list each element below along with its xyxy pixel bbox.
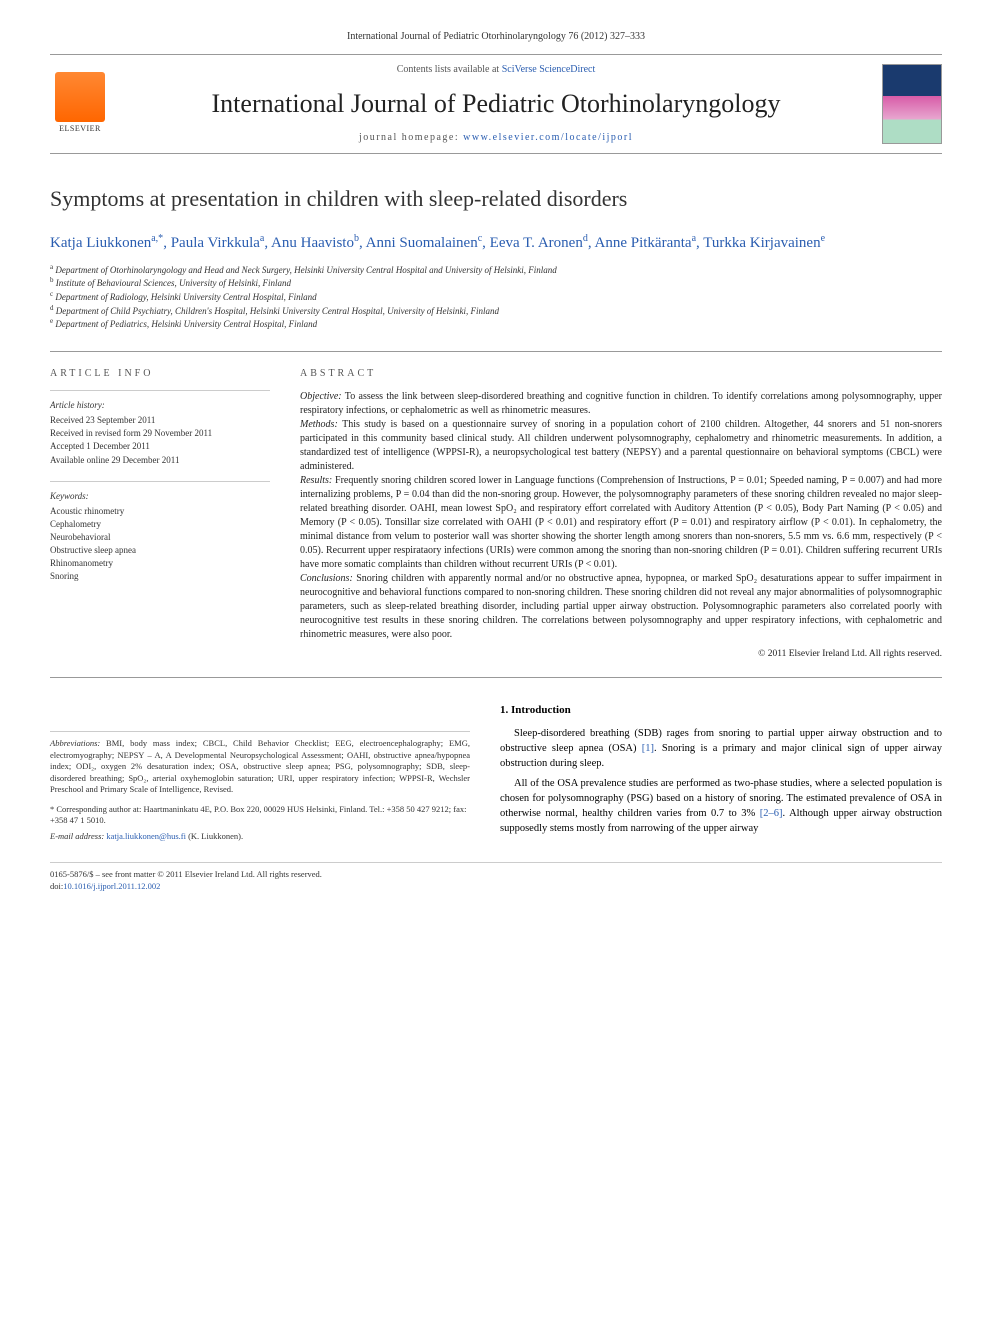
affiliation-line: a Department of Otorhinolaryngology and …: [50, 263, 942, 277]
intro-para-1: Sleep-disordered breathing (SDB) rages f…: [500, 727, 942, 771]
abstract-conclusions: Conclusions: Snoring children with appar…: [300, 572, 942, 642]
homepage-line: journal homepage: www.elsevier.com/locat…: [125, 131, 867, 145]
author-affil-sup: a,*: [151, 233, 163, 244]
author-link[interactable]: , Turkka Kirjavainen: [696, 235, 821, 251]
intro-heading: 1. Introduction: [500, 703, 942, 718]
article-info-label: ARTICLE INFO: [50, 367, 270, 381]
article-title: Symptoms at presentation in children wit…: [50, 184, 942, 214]
affiliations: a Department of Otorhinolaryngology and …: [50, 263, 942, 331]
journal-homepage-link[interactable]: www.elsevier.com/locate/ijporl: [463, 132, 633, 143]
history-title: Article history:: [50, 399, 270, 411]
conclusions-label: Conclusions:: [300, 573, 353, 584]
abbrev-label: Abbreviations:: [50, 738, 100, 748]
author-link[interactable]: , Anne Pitkäranta: [588, 235, 692, 251]
sciencedirect-link[interactable]: SciVerse ScienceDirect: [502, 64, 596, 75]
keyword: Acoustic rhinometry: [50, 505, 270, 518]
author-link[interactable]: , Anu Haavisto: [264, 235, 354, 251]
abstract-label: ABSTRACT: [300, 367, 942, 381]
methods-text: This study is based on a questionnaire s…: [300, 419, 942, 472]
history-line: Received 23 September 2011: [50, 414, 270, 427]
doi-link[interactable]: 10.1016/j.ijporl.2011.12.002: [63, 881, 160, 891]
affiliation-line: b Institute of Behavioural Sciences, Uni…: [50, 276, 942, 290]
journal-header: ELSEVIER Contents lists available at Sci…: [50, 54, 942, 154]
elsevier-tree-icon: [55, 72, 105, 122]
methods-label: Methods:: [300, 419, 338, 430]
intro-column: 1. Introduction Sleep-disordered breathi…: [500, 703, 942, 843]
info-abstract-row: ARTICLE INFO Article history: Received 2…: [50, 351, 942, 678]
email-block: E-mail address: katja.liukkonen@hus.fi (…: [50, 831, 470, 842]
affiliation-line: d Department of Child Psychiatry, Childr…: [50, 304, 942, 318]
corresponding-author: * Corresponding author at: Haartmaninkat…: [50, 804, 470, 827]
contents-line: Contents lists available at SciVerse Sci…: [125, 63, 867, 77]
keywords-block: Keywords: Acoustic rhinometryCephalometr…: [50, 481, 270, 583]
intro-para-2: All of the OSA prevalence studies are pe…: [500, 777, 942, 836]
elsevier-label: ELSEVIER: [59, 124, 101, 135]
keywords-title: Keywords:: [50, 490, 270, 502]
keyword: Rhinomanometry: [50, 557, 270, 570]
author-link[interactable]: , Anni Suomalainen: [359, 235, 478, 251]
abstract: ABSTRACT Objective: To assess the link b…: [300, 367, 942, 662]
email-link[interactable]: katja.liukkonen@hus.fi: [106, 831, 186, 841]
left-footnote-column: Abbreviations: BMI, body mass index; CBC…: [50, 703, 470, 843]
history-line: Received in revised form 29 November 201…: [50, 427, 270, 440]
homepage-prefix: journal homepage:: [359, 132, 463, 143]
history-line: Accepted 1 December 2011: [50, 440, 270, 453]
results-label: Results:: [300, 475, 332, 486]
abstract-results: Results: Frequently snoring children sco…: [300, 474, 942, 572]
authors-list: Katja Liukkonena,*, Paula Virkkulaa, Anu…: [50, 231, 942, 255]
journal-name: International Journal of Pediatric Otorh…: [125, 86, 867, 121]
author-link[interactable]: Katja Liukkonen: [50, 235, 151, 251]
email-suffix: (K. Liukkonen).: [186, 831, 243, 841]
abbrev-text: BMI, body mass index; CBCL, Child Behavi…: [50, 738, 470, 794]
abstract-copyright: © 2011 Elsevier Ireland Ltd. All rights …: [300, 648, 942, 661]
elsevier-logo: ELSEVIER: [50, 69, 110, 139]
affiliation-line: e Department of Pediatrics, Helsinki Uni…: [50, 317, 942, 331]
history-line: Available online 29 December 2011: [50, 454, 270, 467]
ref-link-2-6[interactable]: [2–6]: [760, 808, 783, 819]
affiliation-line: c Department of Radiology, Helsinki Univ…: [50, 290, 942, 304]
keyword: Obstructive sleep apnea: [50, 544, 270, 557]
author-link[interactable]: , Paula Virkkula: [163, 235, 260, 251]
results-text: Frequently snoring children scored lower…: [300, 475, 942, 570]
abstract-objective: Objective: To assess the link between sl…: [300, 390, 942, 418]
abbreviations-block: Abbreviations: BMI, body mass index; CBC…: [50, 731, 470, 795]
journal-citation: International Journal of Pediatric Otorh…: [50, 30, 942, 44]
abstract-methods: Methods: This study is based on a questi…: [300, 418, 942, 474]
page-footer: 0165-5876/$ – see front matter © 2011 El…: [50, 862, 942, 892]
article-info: ARTICLE INFO Article history: Received 2…: [50, 367, 270, 662]
ref-link-1[interactable]: [1]: [642, 743, 654, 754]
email-label: E-mail address:: [50, 831, 106, 841]
lower-columns: Abbreviations: BMI, body mass index; CBC…: [50, 703, 942, 843]
footer-doi: doi:10.1016/j.ijporl.2011.12.002: [50, 881, 942, 892]
objective-text: To assess the link between sleep-disorde…: [300, 391, 942, 416]
author-affil-sup: e: [821, 233, 825, 244]
keyword: Cephalometry: [50, 518, 270, 531]
journal-cover-thumbnail: [882, 64, 942, 144]
header-center: Contents lists available at SciVerse Sci…: [125, 63, 867, 145]
conclusions-text: Snoring children with apparently normal …: [300, 573, 942, 640]
author-link[interactable]: , Eeva T. Aronen: [482, 235, 583, 251]
footer-line1: 0165-5876/$ – see front matter © 2011 El…: [50, 869, 942, 880]
keyword: Neurobehavioral: [50, 531, 270, 544]
corr-text: Corresponding author at: Haartmaninkatu …: [50, 804, 467, 825]
history-block: Article history: Received 23 September 2…: [50, 390, 270, 466]
objective-label: Objective:: [300, 391, 342, 402]
doi-prefix: doi:: [50, 881, 63, 891]
keyword: Snoring: [50, 570, 270, 583]
contents-prefix: Contents lists available at: [397, 64, 502, 75]
